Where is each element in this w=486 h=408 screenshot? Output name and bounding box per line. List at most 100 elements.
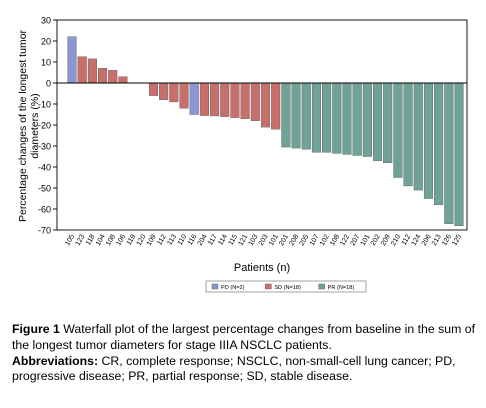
x-tick-label: 203 (258, 233, 270, 247)
figure-caption-paragraph: Figure 1 Waterfall plot of the largest p… (12, 322, 478, 354)
y-tick-label: -20 (38, 121, 51, 131)
bar-126 (444, 82, 454, 224)
x-tick-label: 126 (441, 233, 453, 247)
bar-117 (210, 82, 220, 117)
x-tick-label: 106 (115, 233, 127, 247)
bar-202 (373, 82, 383, 161)
y-tick-label: -60 (38, 205, 51, 215)
waterfall-chart: Percentage changes of the longest tumor … (17, 16, 468, 293)
bar-113 (169, 82, 179, 103)
y-tick-label: 10 (41, 58, 51, 68)
x-tick-label: 107 (309, 233, 321, 247)
bar-102 (322, 82, 332, 153)
x-tick-label: 121 (237, 233, 249, 247)
y-tick-label: -40 (38, 163, 51, 173)
x-tick-label: 117 (207, 233, 219, 246)
x-tick-label: 124 (411, 233, 423, 247)
figure-label: Figure 1 (12, 322, 60, 336)
x-tick-label: 202 (370, 233, 382, 247)
bar-206 (423, 82, 433, 199)
legend-swatch-pr (318, 283, 325, 290)
y-tick-label: -10 (38, 100, 51, 110)
legend-swatch-sd (265, 283, 272, 290)
x-tick-label: 119 (126, 233, 138, 246)
bar-122 (342, 82, 352, 155)
x-tick-label: 112 (156, 233, 168, 246)
bar-115 (230, 82, 240, 118)
y-tick-label: 0 (46, 79, 51, 89)
bar-114 (220, 82, 230, 117)
x-tick-label: 209 (380, 233, 392, 247)
plot-frame (56, 19, 468, 231)
y-axis-label: Percentage changes of the longest tumor … (17, 29, 41, 222)
x-tick-label: 207 (349, 233, 361, 247)
x-tick-label: 113 (166, 233, 178, 246)
x-axis-tick-labels: 1051231181041081061191201091121131101162… (64, 233, 463, 247)
y-axis-label-line-2: diameters (%) (29, 93, 41, 158)
abbreviations-text: CR, complete response; NSCLC, non-small-… (12, 353, 456, 384)
bar-series (67, 36, 464, 227)
bar-104 (98, 68, 108, 84)
bar-109 (148, 82, 159, 96)
bar-208 (291, 82, 301, 149)
x-tick-label: 125 (451, 233, 463, 247)
legend-box (205, 280, 367, 293)
bar-108 (332, 82, 342, 154)
bar-201 (281, 82, 291, 148)
bar-103 (250, 82, 260, 121)
y-tick-label: 20 (41, 37, 51, 47)
x-tick-label: 116 (187, 233, 199, 246)
legend-label-pd: PD (N=2) (221, 285, 245, 291)
x-tick-label: 123 (75, 233, 87, 247)
x-tick-label: 102 (319, 233, 331, 247)
x-tick-label: 112 (401, 233, 413, 246)
x-tick-label: 109 (146, 233, 158, 247)
x-tick-label: 101 (360, 233, 372, 247)
y-axis-label-line-1: Percentage changes of the longest tumor (17, 29, 29, 222)
bar-209 (383, 82, 393, 164)
legend: PD (N=2) SD (N=18) PR (N=18) (205, 280, 367, 293)
x-tick-label: 108 (105, 233, 117, 247)
x-axis-label: Patients (n) (234, 262, 290, 274)
x-tick-label: 204 (197, 233, 209, 247)
abbreviations-label: Abbreviations: (12, 353, 99, 368)
bar-107 (311, 82, 321, 153)
bar-207 (352, 82, 362, 156)
x-tick-label: 118 (85, 233, 97, 246)
legend-swatch-pd (211, 283, 219, 290)
x-tick-label: 120 (136, 233, 148, 247)
legend-label-pr: PR (N=18) (328, 285, 355, 291)
y-axis: 30 20 10 0 -10 -20 -30 -40 -50 -60 -70 (38, 16, 57, 236)
bar-121 (240, 82, 250, 119)
bar-118 (87, 58, 97, 84)
x-tick-label: 105 (64, 233, 76, 247)
x-tick-label: 213 (431, 233, 443, 247)
x-tick-label: 122 (339, 233, 351, 247)
x-tick-label: 108 (329, 233, 341, 247)
bar-123 (77, 56, 87, 84)
x-tick-label: 210 (390, 233, 402, 247)
bar-116 (189, 82, 199, 115)
x-tick-label: 205 (299, 233, 311, 247)
bar-106 (118, 76, 128, 84)
x-tick-label: 114 (217, 233, 229, 246)
y-tick-label: -50 (38, 184, 51, 194)
bar-125 (454, 82, 464, 227)
bar-101 (362, 82, 372, 157)
bar-112 (403, 82, 413, 187)
x-tick-label: 103 (248, 233, 260, 247)
bar-124 (413, 82, 423, 191)
bar-101 (271, 82, 281, 130)
bar-210 (393, 82, 403, 178)
x-tick-label: 110 (177, 233, 189, 246)
bar-204 (199, 82, 209, 116)
legend-label-sd: SD (N=18) (274, 285, 301, 291)
x-tick-label: 206 (421, 233, 433, 247)
x-tick-label: 208 (288, 233, 300, 247)
x-tick-label: 115 (228, 233, 240, 246)
abbreviations-paragraph: Abbreviations: CR, complete response; NS… (12, 354, 478, 386)
bar-108 (108, 70, 118, 84)
x-tick-label: 104 (95, 233, 107, 247)
bar-213 (434, 82, 444, 206)
y-tick-label: -30 (38, 142, 51, 152)
